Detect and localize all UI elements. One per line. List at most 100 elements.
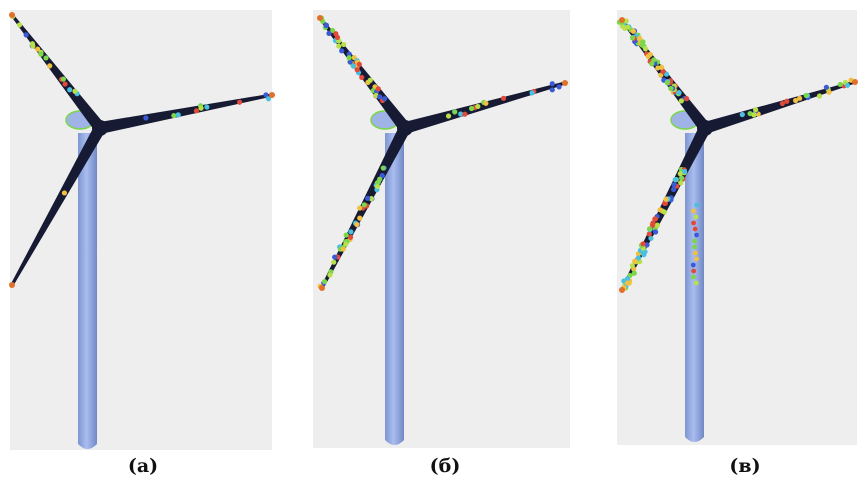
particle bbox=[640, 241, 646, 247]
particle bbox=[629, 35, 636, 41]
particle bbox=[340, 246, 346, 252]
blade bbox=[403, 81, 566, 134]
hub bbox=[697, 120, 713, 136]
particle bbox=[198, 105, 204, 111]
particle bbox=[826, 89, 832, 95]
particle bbox=[549, 87, 555, 93]
particle bbox=[640, 39, 646, 45]
blade bbox=[98, 93, 273, 134]
particle bbox=[382, 96, 388, 102]
particle bbox=[236, 99, 243, 105]
particle bbox=[663, 196, 669, 202]
particle bbox=[657, 207, 663, 213]
blade-tip bbox=[619, 17, 625, 23]
particle bbox=[330, 27, 336, 34]
particle bbox=[377, 94, 383, 100]
particle bbox=[549, 81, 555, 87]
particle bbox=[632, 258, 638, 264]
particle bbox=[651, 57, 657, 63]
particle bbox=[374, 183, 381, 189]
particle bbox=[641, 252, 647, 258]
particle bbox=[379, 172, 385, 179]
particle bbox=[175, 112, 181, 118]
particle bbox=[359, 74, 365, 81]
particle bbox=[341, 41, 347, 48]
particle bbox=[694, 256, 700, 262]
particle bbox=[47, 63, 53, 69]
particle bbox=[321, 278, 328, 285]
particle bbox=[452, 109, 458, 115]
particle bbox=[670, 186, 677, 193]
particle bbox=[43, 55, 49, 61]
particle bbox=[16, 22, 23, 28]
particle bbox=[339, 48, 345, 54]
blade-tip bbox=[269, 92, 275, 98]
particle bbox=[624, 280, 631, 286]
particle bbox=[327, 272, 333, 278]
particle bbox=[694, 202, 700, 208]
particle bbox=[35, 46, 41, 52]
particle bbox=[375, 86, 381, 92]
blade-tip bbox=[319, 285, 325, 291]
particle bbox=[690, 262, 696, 268]
particle bbox=[348, 229, 354, 235]
particle bbox=[356, 61, 362, 68]
particle bbox=[332, 254, 338, 260]
particle bbox=[693, 214, 699, 220]
particle bbox=[691, 274, 696, 280]
tower bbox=[685, 133, 704, 442]
particle bbox=[346, 51, 352, 57]
particle bbox=[365, 195, 371, 201]
particle bbox=[361, 202, 367, 208]
hub bbox=[397, 120, 413, 136]
particle bbox=[323, 22, 330, 28]
particle bbox=[654, 222, 660, 228]
particle bbox=[692, 244, 698, 250]
particle bbox=[751, 112, 757, 118]
particle bbox=[67, 87, 73, 93]
tower bbox=[385, 133, 404, 445]
particle bbox=[660, 68, 666, 75]
particle bbox=[475, 103, 481, 110]
blade-tip bbox=[562, 80, 568, 86]
particle bbox=[336, 43, 342, 49]
particle bbox=[265, 96, 272, 102]
particle bbox=[753, 107, 759, 113]
blade-tip bbox=[852, 79, 858, 85]
particle bbox=[678, 175, 685, 181]
particle bbox=[837, 81, 843, 88]
particle bbox=[784, 98, 790, 104]
particle bbox=[678, 98, 684, 104]
particle bbox=[642, 46, 649, 52]
particle bbox=[462, 111, 468, 117]
particle bbox=[668, 85, 674, 92]
particle bbox=[61, 190, 68, 196]
particle bbox=[677, 171, 683, 177]
particle bbox=[635, 255, 642, 261]
particle bbox=[331, 259, 337, 265]
particle bbox=[631, 270, 637, 276]
particle bbox=[803, 92, 809, 99]
particle bbox=[844, 82, 851, 88]
particle bbox=[343, 241, 349, 247]
particle bbox=[649, 61, 655, 67]
particle bbox=[354, 221, 360, 228]
particle bbox=[375, 179, 381, 185]
particle bbox=[648, 235, 654, 241]
particle bbox=[629, 263, 635, 269]
tower bbox=[78, 133, 97, 449]
particle bbox=[343, 232, 349, 238]
particle bbox=[346, 55, 352, 61]
particle bbox=[690, 208, 696, 214]
particle bbox=[500, 95, 507, 101]
particle bbox=[30, 43, 36, 49]
blade-tip bbox=[317, 15, 323, 21]
particle bbox=[652, 216, 658, 222]
blade-tip bbox=[9, 282, 15, 288]
particle bbox=[672, 176, 678, 183]
particle bbox=[650, 220, 656, 226]
particle bbox=[652, 229, 659, 235]
panel-background bbox=[10, 10, 272, 450]
particle bbox=[622, 25, 628, 31]
